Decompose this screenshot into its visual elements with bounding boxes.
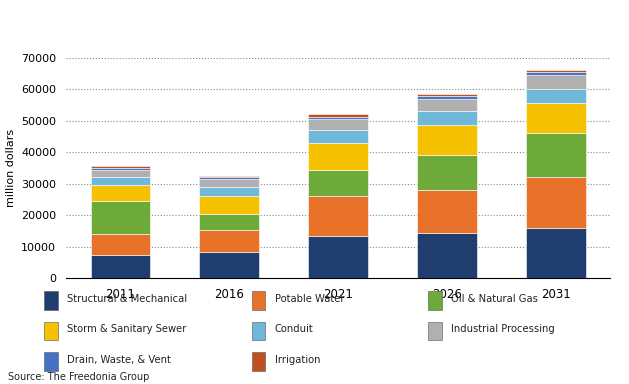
- Text: Industrial Processing: Industrial Processing: [451, 324, 555, 334]
- Text: Oil & Natural Gas: Oil & Natural Gas: [451, 293, 538, 303]
- Text: Pipe Demand by Market, 2011 – 2031: Pipe Demand by Market, 2011 – 2031: [8, 13, 254, 25]
- Bar: [199, 230, 259, 252]
- Text: Freedonia®: Freedonia®: [512, 44, 579, 54]
- Bar: [91, 166, 150, 168]
- Bar: [91, 170, 150, 177]
- Bar: [44, 291, 58, 310]
- Bar: [417, 190, 477, 233]
- Bar: [526, 228, 586, 278]
- Bar: [308, 114, 368, 117]
- Bar: [308, 119, 368, 130]
- Bar: [199, 177, 259, 179]
- Bar: [199, 196, 259, 214]
- Bar: [428, 322, 442, 340]
- Bar: [308, 236, 368, 278]
- Bar: [199, 252, 259, 278]
- Bar: [252, 353, 265, 371]
- Text: Irrigation: Irrigation: [275, 354, 320, 364]
- Bar: [308, 196, 368, 236]
- Bar: [44, 353, 58, 371]
- Bar: [308, 117, 368, 119]
- Bar: [526, 177, 586, 228]
- Bar: [252, 322, 265, 340]
- Bar: [417, 94, 477, 96]
- Bar: [91, 201, 150, 234]
- Text: Potable Water: Potable Water: [275, 293, 344, 303]
- Text: Storm & Sanitary Sewer: Storm & Sanitary Sewer: [67, 324, 187, 334]
- Bar: [526, 70, 586, 73]
- Bar: [91, 177, 150, 185]
- Bar: [199, 214, 259, 230]
- Text: (million dollars): (million dollars): [8, 40, 100, 53]
- Y-axis label: million dollars: million dollars: [6, 129, 16, 207]
- Bar: [91, 234, 150, 255]
- Bar: [526, 133, 586, 177]
- Bar: [91, 185, 150, 201]
- Text: Drain, Waste, & Vent: Drain, Waste, & Vent: [67, 354, 171, 364]
- Bar: [199, 187, 259, 196]
- Bar: [308, 130, 368, 143]
- Bar: [417, 111, 477, 126]
- Bar: [308, 170, 368, 196]
- Bar: [417, 96, 477, 99]
- Bar: [44, 322, 58, 340]
- Bar: [91, 255, 150, 278]
- Text: Conduit: Conduit: [275, 324, 314, 334]
- Bar: [417, 233, 477, 278]
- Bar: [526, 89, 586, 103]
- Bar: [428, 291, 442, 310]
- Bar: [526, 75, 586, 89]
- Text: Source: The Freedonia Group: Source: The Freedonia Group: [8, 372, 149, 382]
- Bar: [417, 156, 477, 190]
- Bar: [417, 126, 477, 156]
- Bar: [199, 179, 259, 187]
- Text: Structural & Mechanical: Structural & Mechanical: [67, 293, 187, 303]
- Bar: [91, 168, 150, 170]
- Bar: [308, 143, 368, 170]
- Bar: [417, 99, 477, 111]
- Bar: [252, 291, 265, 310]
- Bar: [526, 73, 586, 75]
- Bar: [526, 103, 586, 133]
- Bar: [199, 176, 259, 177]
